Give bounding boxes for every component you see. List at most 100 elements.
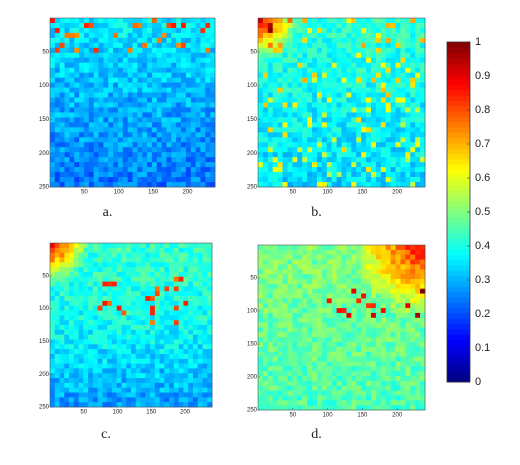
heatmap-cell (137, 172, 143, 178)
heatmap-cell (277, 177, 283, 183)
heatmap-cell (351, 52, 357, 59)
heatmap-cell (361, 376, 367, 382)
heatmap-cell (272, 92, 279, 98)
heatmap-cell (405, 127, 411, 133)
heatmap-cell (375, 254, 382, 260)
heatmap-cell (54, 82, 61, 88)
heatmap-cell (205, 47, 211, 54)
heatmap-cell (83, 281, 89, 287)
colorbar-cell (447, 79, 470, 85)
heatmap-cell (302, 127, 308, 133)
heatmap-cell (356, 42, 362, 49)
heatmap-cell (410, 142, 416, 148)
heatmap-cell (103, 182, 109, 188)
heatmap-cell (164, 267, 170, 273)
heatmap-cell (150, 373, 156, 379)
heatmap-cell (116, 368, 122, 374)
heatmap-cell (142, 122, 148, 128)
heatmap-cell (131, 315, 137, 321)
heatmap-cell (88, 112, 95, 118)
heatmap-cell (69, 52, 75, 59)
heatmap-cell (88, 334, 94, 340)
heatmap-cell (154, 392, 160, 398)
heatmap-cell (356, 337, 362, 343)
heatmap-cell (415, 57, 421, 64)
heatmap-cell (145, 243, 151, 249)
heatmap-cell (321, 172, 328, 178)
heatmap-cell (192, 363, 199, 369)
heatmap-cell (205, 167, 211, 173)
heatmap-cell (88, 382, 94, 389)
heatmap-cell (195, 52, 201, 59)
heatmap-cell (83, 368, 89, 374)
heatmap-cell (395, 117, 401, 123)
heatmap-cell (176, 22, 182, 29)
heatmap-cell (415, 142, 421, 148)
heatmap-cell (258, 147, 264, 153)
heatmap-cell (297, 162, 303, 168)
heatmap-cell (272, 371, 279, 377)
heatmap-cell (410, 269, 416, 275)
heatmap-cell (190, 18, 196, 24)
heatmap-cell (370, 249, 377, 256)
heatmap-cell (183, 329, 189, 336)
heatmap-cell (176, 42, 182, 49)
heatmap-cell (108, 87, 114, 93)
heatmap-cell (183, 344, 189, 350)
heatmap-cell (171, 57, 177, 64)
heatmap-cell (351, 97, 357, 103)
heatmap-cell (59, 22, 65, 29)
heatmap-cell (356, 67, 362, 74)
heatmap-cell (145, 296, 151, 302)
heatmap-cell (92, 281, 99, 287)
heatmap-cell (188, 262, 194, 268)
heatmap-cell (297, 32, 303, 39)
heatmap-cell (178, 358, 184, 364)
heatmap-cell (287, 322, 293, 328)
heatmap-cell (326, 107, 333, 113)
heatmap-cell (202, 262, 208, 268)
heatmap-cell (185, 52, 192, 59)
heatmap-cell (150, 315, 156, 321)
heatmap-cell (302, 245, 308, 251)
heatmap-cell (415, 361, 421, 367)
heatmap-cell (132, 112, 138, 118)
heatmap-cell (64, 349, 70, 355)
heatmap-cell (121, 257, 127, 263)
heatmap-cell (346, 122, 352, 128)
heatmap-cell (351, 82, 357, 88)
heatmap-cell (258, 332, 264, 338)
heatmap-cell (361, 278, 367, 285)
heatmap-cell (54, 296, 60, 302)
heatmap-cell (59, 172, 65, 178)
heatmap-cell (166, 57, 172, 64)
heatmap-cell (292, 346, 298, 353)
heatmap-cell (361, 152, 367, 158)
heatmap-cell (50, 358, 56, 364)
heatmap-cell (59, 325, 65, 331)
heatmap-cell (331, 346, 337, 353)
heatmap-cell (297, 122, 303, 128)
heatmap-cell (156, 162, 163, 168)
heatmap-cell (356, 177, 362, 183)
heatmap-cell (375, 122, 382, 128)
heatmap-cell (102, 320, 108, 326)
heatmap-cell (92, 392, 99, 398)
heatmap-cell (54, 52, 61, 59)
heatmap-cell (59, 320, 65, 326)
heatmap-cell (73, 296, 79, 302)
heatmap-cell (178, 402, 184, 408)
heatmap-cell (131, 368, 137, 374)
heatmap-cell (307, 97, 313, 103)
heatmap-cell (83, 117, 90, 123)
heatmap-cell (336, 102, 342, 108)
heatmap-cell (190, 137, 196, 143)
heatmap-cell (380, 107, 387, 113)
heatmap-cell (277, 264, 283, 270)
heatmap-cell (122, 172, 129, 178)
heatmap-cell (205, 77, 211, 84)
heatmap-cell (400, 351, 406, 358)
heatmap-cell (370, 167, 377, 173)
heatmap-cell (415, 274, 421, 280)
heatmap-cell (164, 339, 170, 345)
